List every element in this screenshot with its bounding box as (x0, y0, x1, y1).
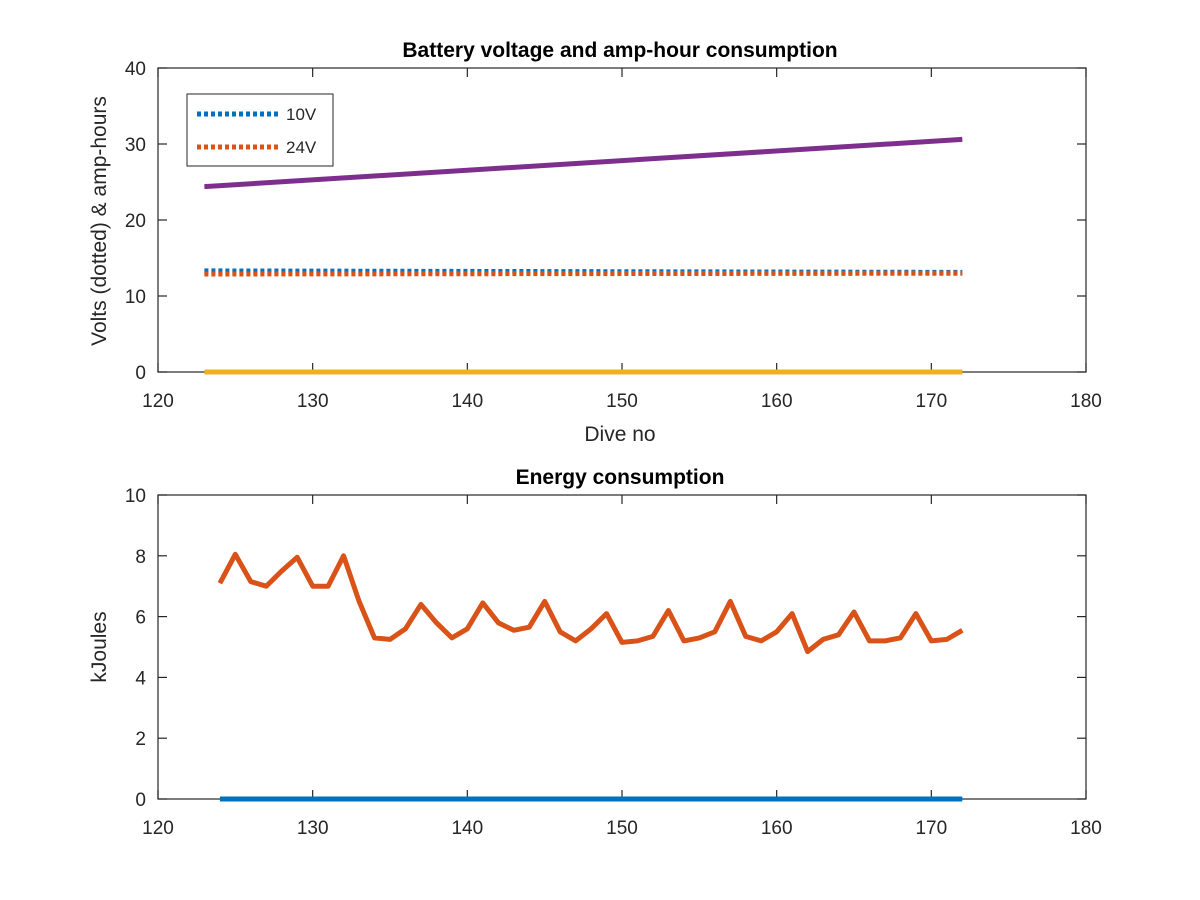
x-axis-label: Dive no (584, 423, 655, 446)
x-tick-label: 170 (915, 391, 947, 412)
legend: 10V 24V (186, 93, 334, 167)
axes-box (157, 494, 1087, 800)
chart-title: Energy consumption (516, 466, 725, 489)
y-axis-label: Volts (dotted) & amp-hours (88, 96, 111, 346)
y-tick-label: 2 (135, 729, 146, 750)
energy-chart: Energy consumption kJoules 120 130 140 150 1… (88, 466, 1102, 839)
voltage-chart: Battery voltage and amp-hour consumption… (88, 39, 1102, 446)
x-tick-label: 130 (297, 818, 329, 839)
series-line-2 (204, 136, 963, 190)
y-tick-label: 10 (125, 486, 146, 507)
x-tick-label: 120 (142, 391, 174, 412)
chart-title: Battery voltage and amp-hour consumption (402, 39, 837, 62)
legend-label: 24V (286, 138, 317, 157)
y-tick-label: 0 (135, 363, 146, 384)
y-tick-label: 0 (135, 790, 146, 811)
legend-label: 10V (286, 105, 317, 124)
y-axis-label: kJoules (88, 611, 111, 682)
y-tick-label: 6 (135, 608, 146, 629)
x-tick-label: 140 (451, 818, 483, 839)
y-tick-label: 20 (125, 211, 146, 232)
y-tick-label: 40 (125, 59, 146, 80)
x-tick-label: 160 (761, 818, 793, 839)
legend-box (186, 93, 334, 167)
x-tick-label: 140 (451, 391, 483, 412)
series-24v (204, 270, 963, 277)
x-tick-label: 120 (142, 818, 174, 839)
x-tick-label: 150 (606, 818, 638, 839)
x-tick-label: 160 (761, 391, 793, 412)
x-tick-label: 180 (1070, 818, 1102, 839)
y-tick-label: 10 (125, 287, 146, 308)
x-tick-label: 130 (297, 391, 329, 412)
x-tick-label: 170 (915, 818, 947, 839)
x-tick-label: 150 (606, 391, 638, 412)
x-tick-label: 180 (1070, 391, 1102, 412)
y-tick-label: 8 (135, 547, 146, 568)
y-tick-label: 4 (135, 668, 146, 689)
series-line-0 (217, 551, 964, 655)
y-tick-label: 30 (125, 135, 146, 156)
